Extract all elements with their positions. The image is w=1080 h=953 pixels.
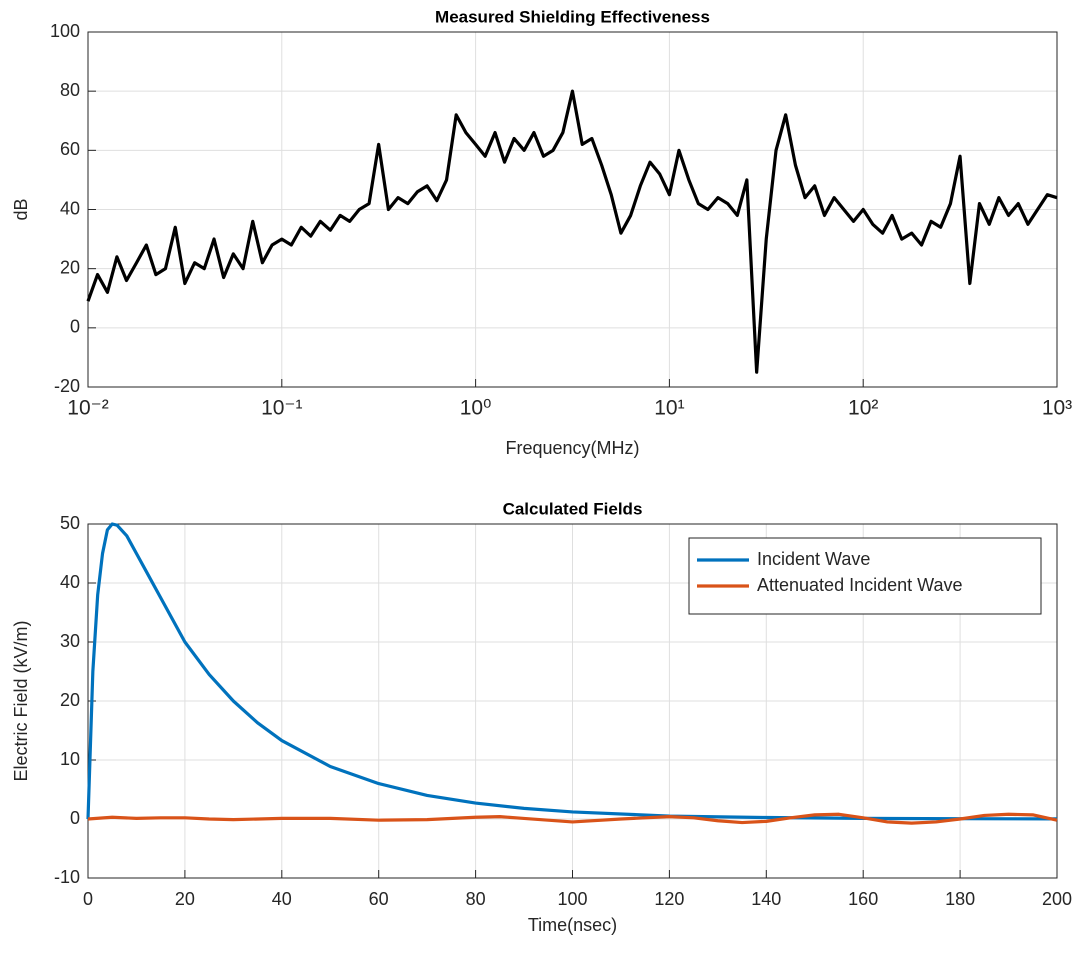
y-tick-label: 60 (60, 139, 80, 159)
x-tick-label: 100 (557, 889, 587, 909)
axes-box (87, 31, 1058, 388)
data-line (86, 522, 1058, 821)
chart-title: Measured Shielding Effectiveness (435, 7, 710, 26)
axes-box (87, 523, 1058, 879)
x-tick-label: 10³ (1042, 397, 1072, 420)
x-tick-label: 200 (1042, 889, 1072, 909)
x-tick-label: 160 (848, 889, 878, 909)
x-tick-label: 140 (751, 889, 781, 909)
y-tick-label: 0 (70, 317, 80, 337)
x-tick-label: 10⁻¹ (261, 397, 302, 420)
chart-title: Calculated Fields (503, 499, 643, 518)
y-tick-label: 40 (60, 572, 80, 592)
y-tick-label: 20 (60, 690, 80, 710)
x-tick-label: 10¹ (654, 397, 684, 420)
y-tick-label: -20 (54, 376, 80, 396)
y-axis-label: dB (11, 198, 31, 220)
x-tick-label: 180 (945, 889, 975, 909)
y-tick-label: -10 (54, 867, 80, 887)
x-tick-label: 10² (848, 397, 878, 420)
y-tick-label: 20 (60, 257, 80, 277)
y-tick-label: 100 (50, 21, 80, 41)
x-tick-label: 120 (654, 889, 684, 909)
y-tick-label: 0 (70, 808, 80, 828)
x-axis-label: Time(nsec) (528, 915, 617, 935)
legend-label: Incident Wave (757, 549, 870, 569)
legend-label: Attenuated Incident Wave (757, 575, 962, 595)
y-axis-label: Electric Field (kV/m) (11, 620, 31, 781)
x-tick-label: 10⁰ (460, 397, 492, 420)
x-tick-label: 80 (466, 889, 486, 909)
x-axis-label: Frequency(MHz) (505, 438, 639, 458)
x-tick-label: 10⁻² (67, 397, 108, 420)
y-tick-label: 30 (60, 631, 80, 651)
x-tick-label: 40 (272, 889, 292, 909)
data-line (87, 812, 1058, 825)
x-tick-label: 20 (175, 889, 195, 909)
y-tick-label: 10 (60, 749, 80, 769)
y-tick-label: 50 (60, 513, 80, 533)
y-tick-label: 40 (60, 198, 80, 218)
x-tick-label: 0 (83, 889, 93, 909)
legend-box (688, 537, 1042, 615)
x-tick-label: 60 (369, 889, 389, 909)
data-line (86, 89, 1058, 374)
y-tick-label: 80 (60, 80, 80, 100)
